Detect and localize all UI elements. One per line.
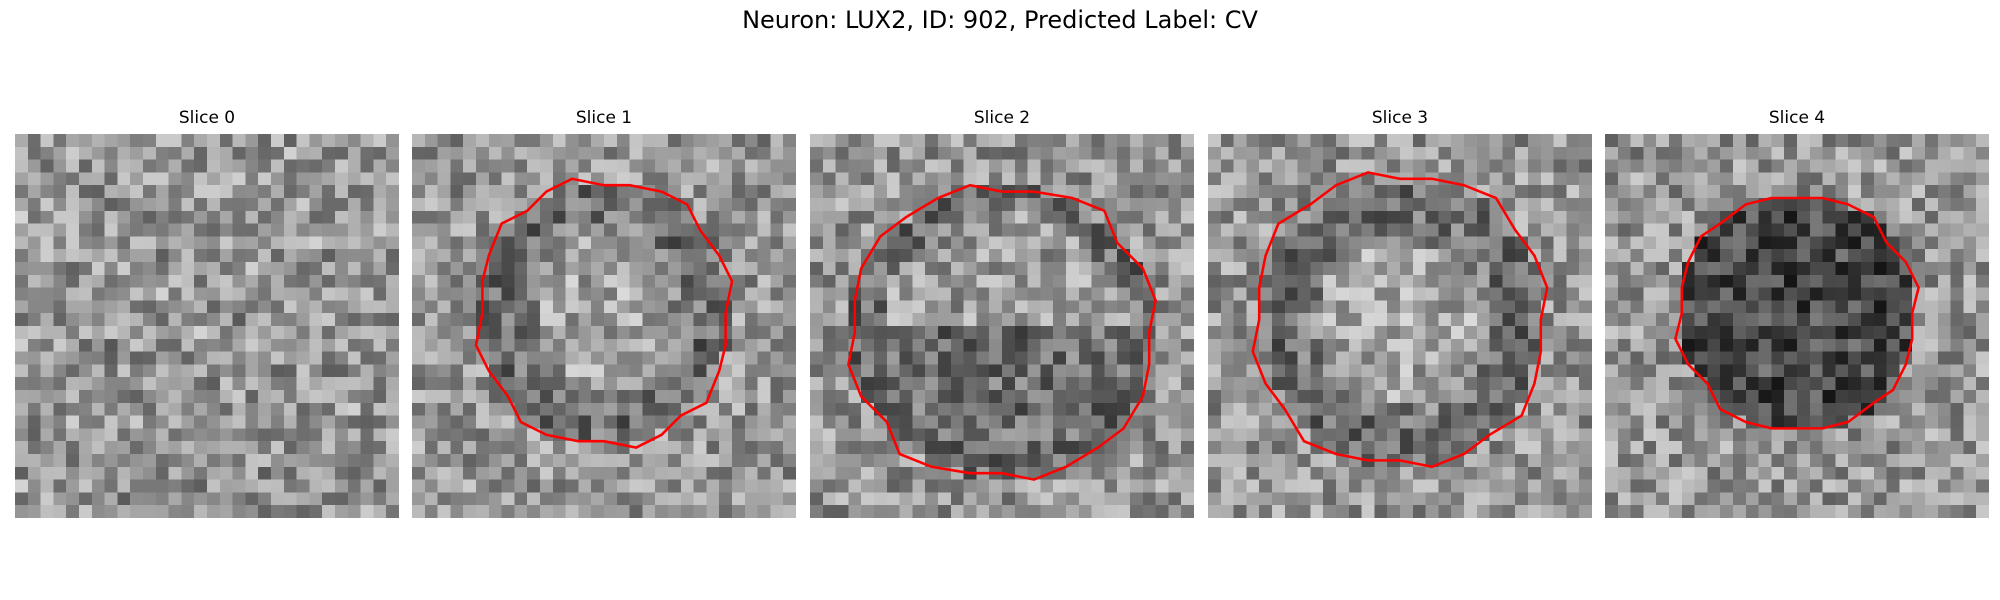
slice-title: Slice 1 [575,108,633,128]
nucleus-contour [474,177,734,449]
slice-title: Slice 3 [1371,108,1429,128]
nucleus-contour [847,183,1157,481]
slice-image [15,134,399,518]
nucleus-contour [1251,171,1549,469]
slice-image [1605,134,1989,518]
slice-image [412,134,796,518]
slice-panel-3: Slice 3 [1208,108,1592,518]
slice-panel-4: Slice 4 [1605,108,1989,518]
slice-image [810,134,1194,518]
slice-title: Slice 4 [1768,108,1826,128]
nucleus-contour [1674,196,1920,430]
slice-image [1208,134,1592,518]
slice-panel-1: Slice 1 [412,108,796,518]
slice-title: Slice 2 [973,108,1031,128]
figure-title: Neuron: LUX2, ID: 902, Predicted Label: … [742,6,1258,34]
slice-panel-2: Slice 2 [810,108,1194,518]
slice-title: Slice 0 [178,108,236,128]
slice-panel-0: Slice 0 [15,108,399,518]
